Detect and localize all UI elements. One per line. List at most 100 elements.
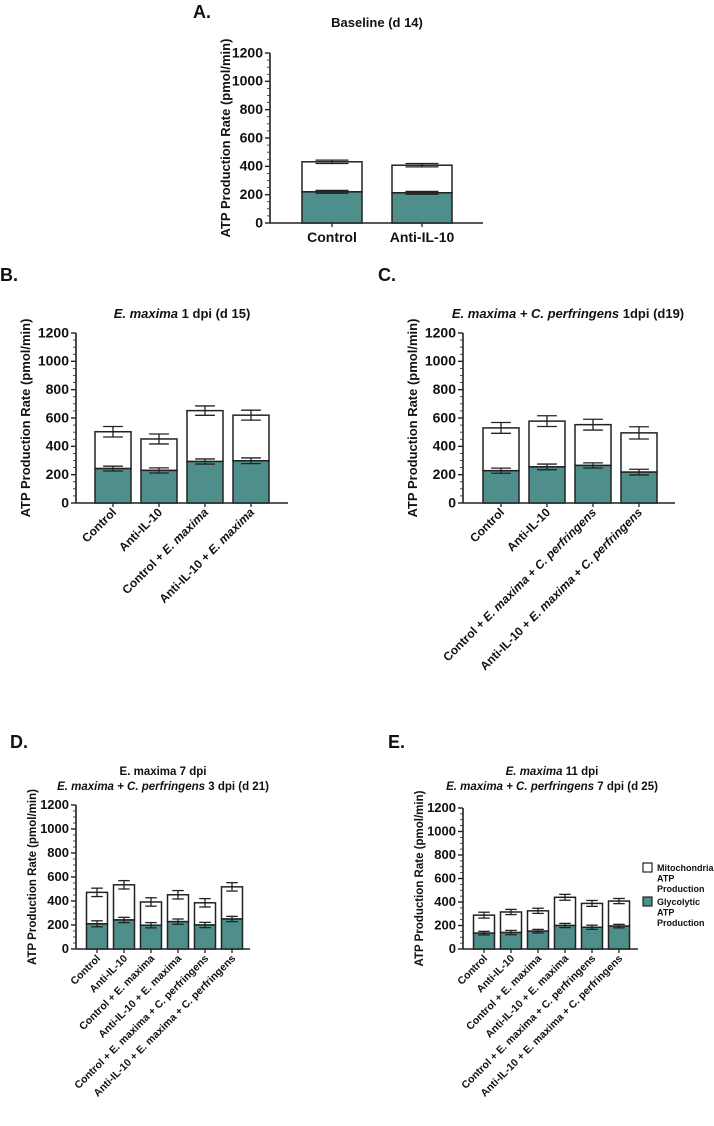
x-tick-label: Anti-IL-10 + E. maxima (156, 505, 257, 606)
y-tick-label: 400 (240, 158, 264, 174)
bar-mitochondrial (528, 420, 566, 468)
error-bar-mitochondrial (505, 908, 517, 916)
y-tick-label: 0 (255, 214, 263, 230)
error-bar-glycolytic (491, 467, 511, 474)
text-segment: Control (307, 229, 357, 245)
y-tick-label: 200 (434, 917, 456, 932)
error-bar-glycolytic (172, 918, 184, 925)
panel-label: A. (193, 2, 211, 22)
error-bar-glycolytic (532, 928, 544, 934)
x-tick-label: Control (307, 229, 357, 245)
error-bar-glycolytic (586, 924, 598, 931)
chart-title: E. maxima + C. perfringens 1dpi (d19) (452, 306, 684, 321)
error-bar-mitochondrial (195, 405, 215, 416)
chart-title: E. maxima 1 dpi (d 15) (114, 306, 251, 321)
text-segment: E. maxima + C. perfringens (452, 306, 619, 321)
error-bar-mitochondrial (226, 881, 238, 892)
chart-panel-d: D. E. maxima 7 dpi E. maxima + C. perfring… (10, 732, 269, 1099)
error-bar-mitochondrial (559, 893, 571, 901)
bar-glycolytic (140, 469, 178, 504)
legend-label: Mitochondrial (657, 863, 714, 873)
bar-glycolytic (232, 460, 270, 504)
x-tick-label: Anti-IL-10 (116, 505, 165, 554)
bar-glycolytic (580, 926, 604, 950)
error-bar-glycolytic (613, 923, 625, 929)
bar-mitochondrial (553, 896, 577, 927)
y-tick-label: 200 (46, 466, 70, 482)
bar-mitochondrial (112, 884, 136, 921)
error-bar-glycolytic (226, 915, 238, 923)
error-bar-glycolytic (405, 190, 439, 195)
y-tick-label: 0 (62, 941, 69, 956)
panel-label: E. (388, 732, 405, 752)
legend-label: Production (657, 884, 705, 894)
text-segment: 11 dpi (563, 766, 599, 778)
error-bar-mitochondrial (586, 899, 598, 907)
y-tick-label: 800 (433, 381, 457, 397)
bar-mitochondrial (186, 409, 224, 463)
bar-glycolytic (193, 924, 217, 950)
error-bar-glycolytic (583, 462, 603, 469)
chart-panel-e: E. E. maxima 11 dpi E. maxima + C. perfrin… (388, 732, 658, 1099)
x-tick-label: Anti-IL-10 + E. maxima + C. perfringens (477, 505, 645, 673)
y-tick-label: 200 (433, 466, 457, 482)
y-tick-label: 800 (240, 101, 264, 117)
y-tick-label: 600 (433, 409, 457, 425)
error-bar-glycolytic (118, 916, 130, 924)
y-tick-label: 1000 (427, 823, 456, 838)
chart-panel-c: C. E. maxima + C. perfringens 1dpi (d19) A… (378, 265, 684, 673)
text-segment: Anti-IL-10 (116, 505, 165, 554)
y-tick-label: 1000 (40, 821, 69, 836)
y-tick-label: 1200 (425, 324, 456, 340)
text-segment: 1dpi (d19) (619, 306, 684, 321)
y-tick-label: 1000 (38, 353, 69, 369)
chart-panel-b: B. E. maxima 1 dpi (d 15) ATP Production R… (0, 265, 288, 606)
y-tick-label: 400 (433, 438, 457, 454)
error-bar-mitochondrial (478, 911, 490, 919)
error-bar-mitochondrial (172, 889, 184, 900)
text-segment: 7 dpi (d 25) (594, 781, 658, 793)
y-tick-label: 600 (240, 129, 264, 145)
bar-glycolytic (620, 471, 658, 504)
error-bar-glycolytic (145, 921, 157, 929)
error-bar-mitochondrial (118, 879, 130, 890)
error-bar-glycolytic (537, 463, 557, 471)
legend-swatch (642, 896, 653, 907)
error-bar-mitochondrial (405, 162, 439, 168)
text-segment: E. maxima (506, 766, 563, 778)
bar-mitochondrial (574, 423, 612, 467)
bar-glycolytic (94, 467, 132, 504)
error-bar-glycolytic (315, 189, 349, 194)
legend-label: ATP (657, 874, 674, 884)
bar-glycolytic (574, 464, 612, 504)
y-tick-label: 1200 (38, 324, 69, 340)
bar-glycolytic (607, 925, 631, 950)
text-segment: 3 dpi (d 21) (205, 781, 269, 793)
legend-swatch (642, 862, 653, 873)
error-bar-mitochondrial (315, 159, 349, 165)
bar-glycolytic (112, 919, 136, 950)
y-axis-label: ATP Production Rate (pmol/min) (27, 789, 39, 965)
y-tick-label: 1000 (425, 353, 456, 369)
error-bar-mitochondrial (91, 887, 103, 898)
bar-mitochondrial (301, 161, 363, 193)
y-tick-label: 1200 (40, 797, 69, 812)
bar-glycolytic (526, 930, 550, 950)
error-bar-glycolytic (478, 930, 490, 936)
y-tick-label: 1000 (232, 73, 263, 89)
y-tick-label: 0 (448, 494, 456, 510)
bar-glycolytic (139, 924, 163, 950)
legend-label: Production (657, 918, 705, 928)
text-segment: E. maxima + C. perfringens (57, 781, 205, 793)
error-bar-mitochondrial (583, 418, 603, 431)
y-tick-label: 600 (46, 409, 70, 425)
chart-title: E. maxima 11 dpi (506, 766, 599, 778)
chart-title: E. maxima 7 dpi (120, 766, 207, 778)
y-tick-label: 400 (46, 438, 70, 454)
y-tick-label: 800 (47, 845, 69, 860)
y-tick-label: 400 (47, 893, 69, 908)
bar-glycolytic (220, 918, 244, 950)
bar-glycolytic (301, 191, 363, 224)
text-segment: E. maxima + C. perfringens (446, 781, 594, 793)
y-tick-label: 600 (47, 869, 69, 884)
